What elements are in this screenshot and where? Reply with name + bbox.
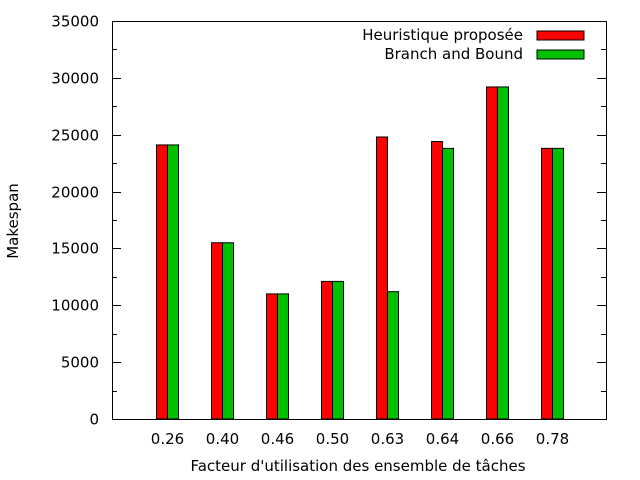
x-tick-labels: 0.26 0.40 0.46 0.50 0.63 0.64 0.66 0.78 bbox=[151, 430, 569, 448]
bar-branch-and-bound-0.40 bbox=[222, 242, 234, 420]
bar-heuristique-0.26 bbox=[156, 144, 168, 420]
bar-heuristique-0.50 bbox=[321, 280, 333, 420]
x-tick-label: 0.78 bbox=[536, 430, 569, 448]
x-tick-label: 0.46 bbox=[261, 430, 294, 448]
y-tick-label: 30000 bbox=[51, 70, 99, 88]
plot-frame bbox=[112, 21, 607, 420]
legend-swatch bbox=[536, 30, 585, 41]
legend-label: Heuristique proposée bbox=[362, 26, 523, 44]
bar-heuristique-0.66 bbox=[486, 86, 498, 420]
x-tick-label: 0.66 bbox=[481, 430, 514, 448]
bar-branch-and-bound-0.50 bbox=[332, 280, 344, 420]
bar-branch-and-bound-0.78 bbox=[552, 147, 564, 420]
y-tick-marks bbox=[112, 21, 606, 420]
y-axis-label: Makespan bbox=[4, 183, 22, 259]
bar-heuristique-0.63 bbox=[376, 136, 388, 420]
legend-swatch bbox=[536, 49, 585, 60]
y-tick-label: 20000 bbox=[51, 184, 99, 202]
x-tick-label: 0.26 bbox=[151, 430, 184, 448]
bar-branch-and-bound-0.66 bbox=[497, 86, 509, 420]
x-tick-label: 0.40 bbox=[206, 430, 239, 448]
bars bbox=[156, 86, 564, 420]
bar-branch-and-bound-0.63 bbox=[387, 291, 399, 420]
y-tick-labels: 0 5000 10000 15000 20000 25000 30000 35000 bbox=[51, 13, 99, 429]
y-tick-label: 35000 bbox=[51, 13, 99, 31]
bar-branch-and-bound-0.64 bbox=[442, 147, 454, 420]
y-tick-label: 0 bbox=[89, 411, 99, 429]
bar-branch-and-bound-0.26 bbox=[167, 144, 179, 420]
x-axis-label: Facteur d'utilisation des ensemble de tâ… bbox=[190, 457, 525, 475]
y-tick-label: 15000 bbox=[51, 240, 99, 258]
x-tick-label: 0.50 bbox=[316, 430, 349, 448]
x-tick-label: 0.63 bbox=[371, 430, 404, 448]
bar-branch-and-bound-0.46 bbox=[277, 293, 289, 420]
bar-heuristique-0.46 bbox=[266, 293, 278, 420]
y-tick-label: 25000 bbox=[51, 127, 99, 145]
x-tick-label: 0.64 bbox=[426, 430, 459, 448]
legend-label: Branch and Bound bbox=[384, 45, 523, 63]
bar-heuristique-0.40 bbox=[211, 242, 223, 420]
bar-heuristique-0.78 bbox=[541, 147, 553, 420]
y-tick-label: 5000 bbox=[61, 354, 99, 372]
bar-heuristique-0.64 bbox=[431, 141, 443, 420]
y-tick-label: 10000 bbox=[51, 297, 99, 315]
